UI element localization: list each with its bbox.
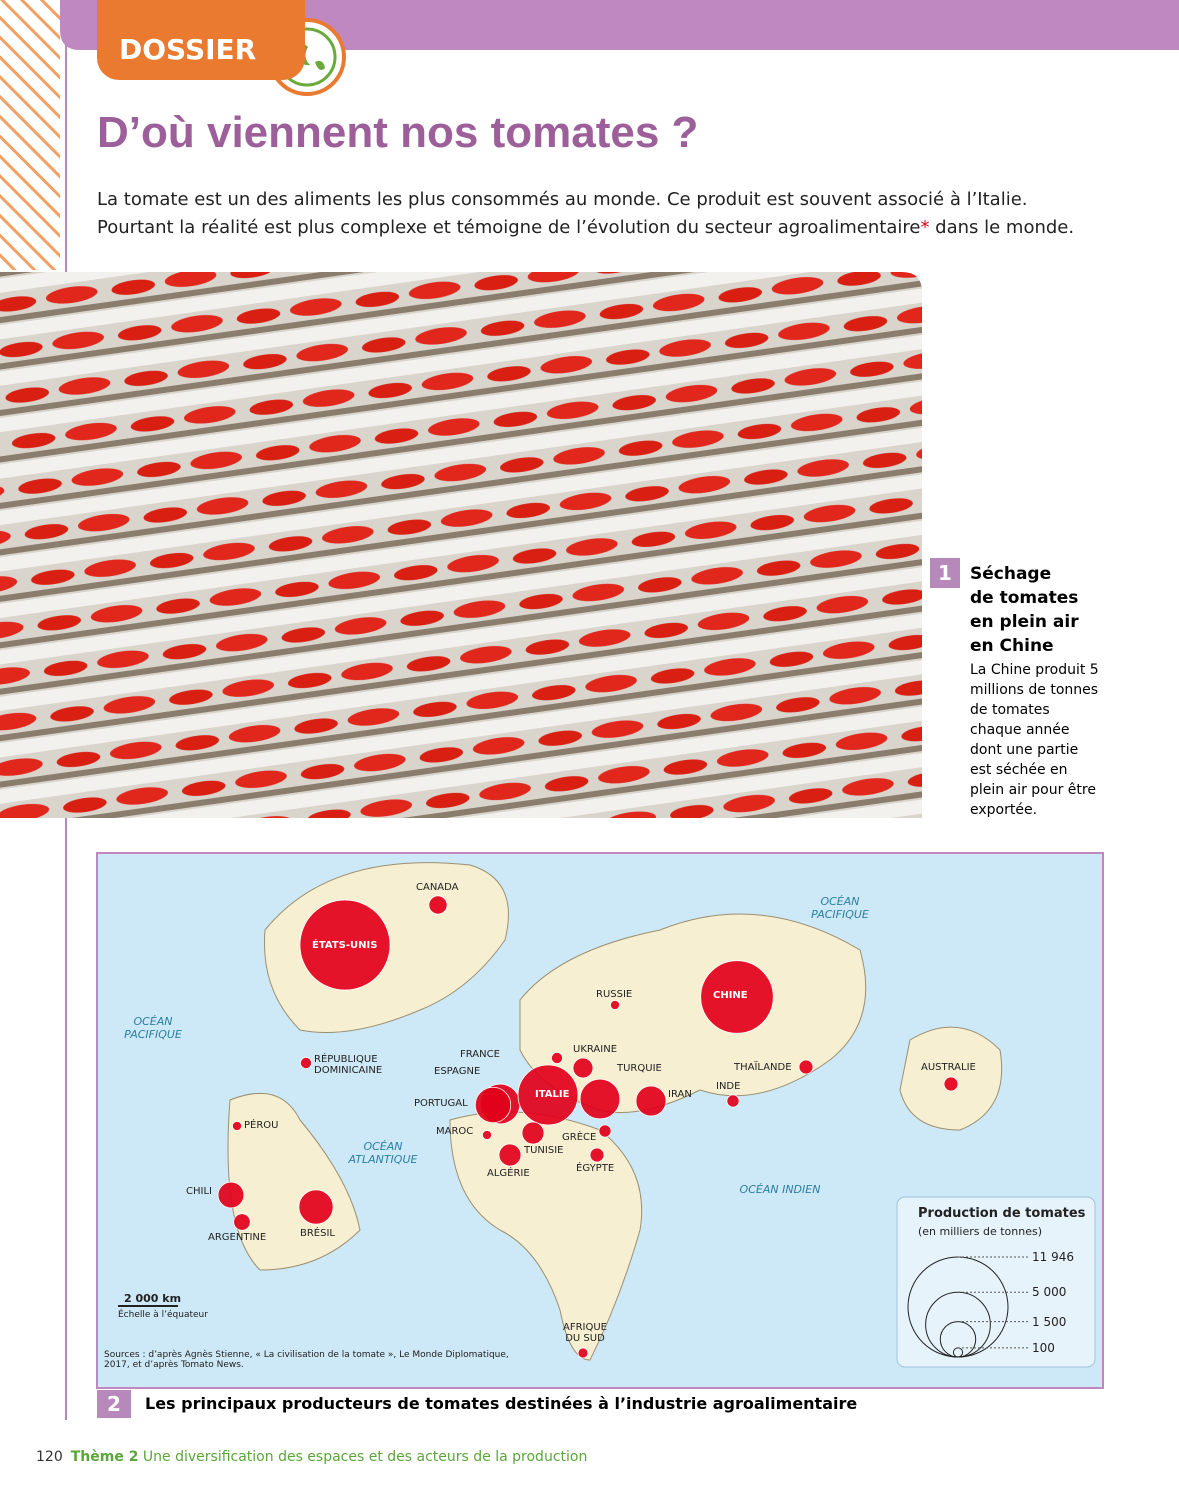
production-circle [550, 1051, 564, 1065]
production-circle [298, 1189, 334, 1225]
doc-caption: Les principaux producteurs de tomates de… [145, 1394, 858, 1413]
country-label: PÉROU [244, 1120, 279, 1131]
footer: 120 Thème 2 Une diversification des espac… [36, 1449, 587, 1465]
legend-title: Production de tomates [918, 1206, 1086, 1221]
country-label: ÉTATS-UNIS [312, 940, 378, 951]
doc-number: 2 [97, 1390, 131, 1418]
production-circle [635, 1085, 667, 1117]
country-label: TUNISIE [524, 1145, 564, 1156]
theme: Thème 2 [70, 1449, 139, 1465]
doc-number: 1 [930, 558, 960, 588]
production-circle [474, 1086, 512, 1124]
country-label: AFRIQUE DU SUD [563, 1322, 607, 1344]
photo [0, 272, 922, 818]
map-labels: OCÉAN PACIFIQUE OCÉAN PACIFIQUE OCÉAN ATLA… [97, 853, 1103, 1388]
production-circle [233, 1213, 251, 1231]
scale-label: 2 000 km [124, 1292, 182, 1305]
country-label: RUSSIE [596, 989, 633, 1000]
country-label: CHILI [186, 1186, 212, 1197]
country-label: TURQUIE [617, 1063, 662, 1074]
production-circle [943, 1076, 959, 1092]
asterisk: * [920, 217, 930, 238]
dossier-tab: DOSSIER [97, 0, 305, 80]
country-label: GRÈCE [562, 1132, 597, 1143]
legend-label: 5 000 [1032, 1285, 1067, 1300]
production-circle [610, 1000, 620, 1010]
country-label: PORTUGAL [414, 1098, 468, 1109]
production-circle [217, 1181, 245, 1209]
production-circle [498, 1143, 522, 1167]
production-circle [299, 899, 391, 991]
country-label: ÉGYPTE [576, 1163, 615, 1174]
country-label: ARGENTINE [208, 1232, 267, 1243]
production-circle [589, 1147, 605, 1163]
production-circle [726, 1094, 740, 1108]
intro-end: dans le monde. [929, 217, 1075, 238]
country-label: IRAN [668, 1089, 692, 1100]
page-number: 120 [36, 1449, 63, 1465]
country-label: THAÏLANDE [734, 1062, 792, 1073]
ocean-label: OCÉAN INDIEN [739, 1183, 821, 1196]
ocean-label: OCÉAN ATLANTIQUE [348, 1140, 418, 1166]
page-title: D’où viennent nos tomates ? [97, 108, 699, 157]
ocean-label: OCÉAN PACIFIQUE [124, 1015, 182, 1041]
country-label: AUSTRALIE [921, 1062, 976, 1073]
theme-subtitle: Une diversification des espaces et des a… [142, 1449, 588, 1465]
country-label: FRANCE [460, 1049, 500, 1060]
production-circle [299, 1056, 313, 1070]
country-label: BRÉSIL [300, 1228, 335, 1239]
production-circle [572, 1057, 594, 1079]
country-label: RÉPUBLIQUE DOMINICAINE [314, 1054, 383, 1076]
production-circle [798, 1059, 814, 1075]
production-circle [577, 1347, 589, 1359]
doc-title: Séchage de tomates en plein air en Chine [970, 564, 1079, 656]
legend-subtitle: (en milliers de tonnes) [918, 1225, 1043, 1238]
doc-text: La Chine produit 5 millions de tonnes de… [970, 662, 1099, 818]
production-circle [482, 1130, 492, 1140]
intro: La tomate est un des aliments les plus c… [97, 186, 1087, 242]
production-circle [521, 1121, 545, 1145]
country-label: ALGÉRIE [487, 1168, 530, 1179]
sources: Sources : d’après Agnès Stienne, « La ci… [104, 1350, 509, 1370]
production-circle [598, 1124, 612, 1138]
country-label: MAROC [436, 1126, 474, 1137]
production-circle [579, 1078, 621, 1120]
country-label: CHINE [713, 990, 748, 1001]
ocean-label: OCÉAN PACIFIQUE [811, 895, 869, 921]
production-circle [700, 960, 774, 1034]
country-label: INDE [716, 1081, 741, 1092]
legend-label: 11 946 [1032, 1250, 1074, 1264]
production-circle [232, 1121, 242, 1131]
legend-label: 1 500 [1032, 1314, 1067, 1329]
country-label: CANADA [416, 882, 459, 893]
intro-text: La tomate est un des aliments les plus c… [97, 189, 1028, 238]
production-circle [517, 1064, 579, 1126]
country-label: ESPAGNE [434, 1066, 481, 1077]
scale-note: Échelle à l’équateur [118, 1310, 208, 1320]
production-circle [428, 895, 448, 915]
country-label: ITALIE [535, 1089, 570, 1100]
country-label: UKRAINE [573, 1044, 618, 1055]
legend-label: 100 [1032, 1340, 1055, 1355]
